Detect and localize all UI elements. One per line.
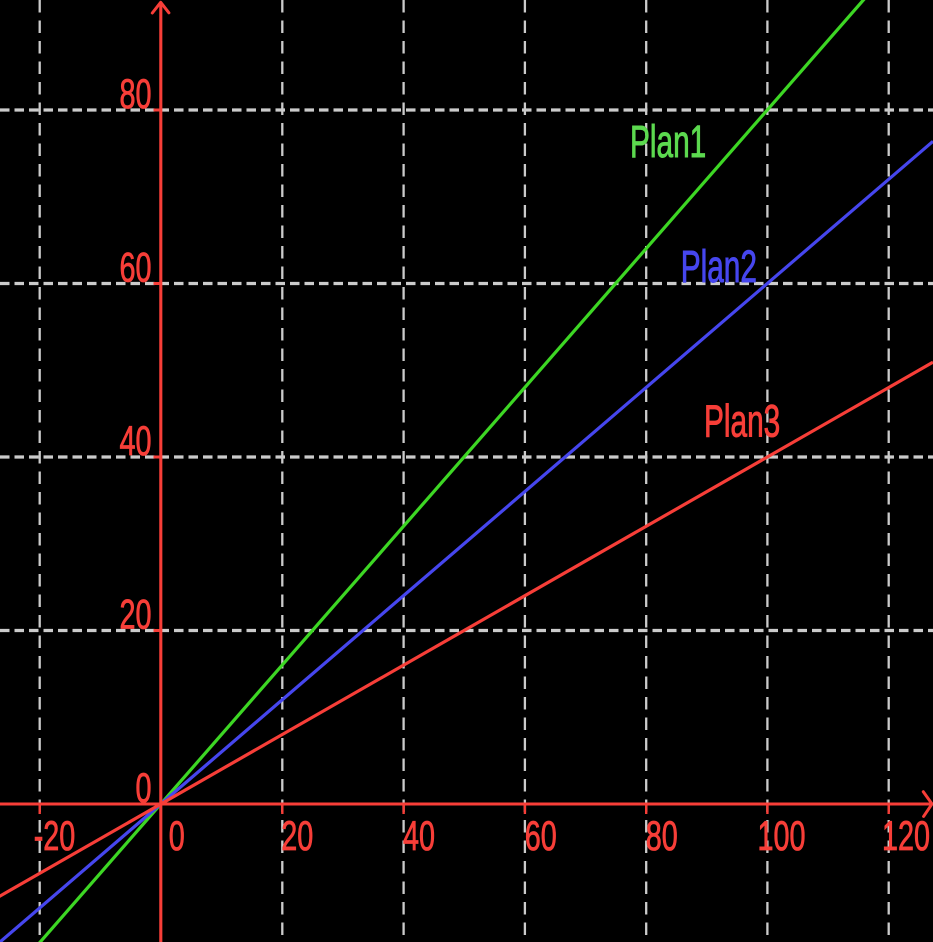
svg-text:60: 60 [120,243,152,291]
svg-text:20: 20 [120,590,152,638]
svg-text:40: 40 [120,416,152,464]
svg-text:Plan2: Plan2 [681,242,757,293]
svg-text:0: 0 [136,763,152,811]
svg-text:60: 60 [525,811,557,859]
svg-text:120: 120 [882,811,930,859]
svg-text:20: 20 [281,811,313,859]
svg-text:Plan1: Plan1 [630,117,706,168]
svg-text:Plan3: Plan3 [704,396,780,447]
svg-text:100: 100 [758,811,806,859]
svg-text:0: 0 [169,811,185,859]
svg-text:-20: -20 [34,811,76,859]
svg-text:40: 40 [403,811,435,859]
svg-text:80: 80 [646,811,678,859]
svg-text:80: 80 [120,69,152,117]
